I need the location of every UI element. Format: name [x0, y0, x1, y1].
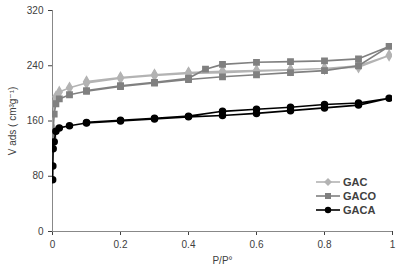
svg-text:0.4: 0.4	[182, 239, 196, 250]
svg-text:320: 320	[27, 5, 44, 16]
svg-text:0.2: 0.2	[114, 239, 128, 250]
svg-text:V ads ( cm³g⁻¹): V ads ( cm³g⁻¹)	[7, 87, 18, 156]
svg-text:80: 80	[32, 170, 44, 181]
svg-text:0: 0	[50, 239, 56, 250]
svg-text:240: 240	[27, 60, 44, 71]
svg-text:160: 160	[27, 115, 44, 126]
svg-text:1: 1	[390, 239, 396, 250]
svg-text:0.6: 0.6	[250, 239, 264, 250]
svg-text:0.8: 0.8	[318, 239, 332, 250]
html-text:GACO: GACO	[343, 190, 376, 202]
svg-text:0: 0	[38, 226, 44, 237]
svg-text:P/P°: P/P°	[212, 255, 232, 266]
html-text:GACA: GACA	[343, 204, 376, 216]
html-text:GAC: GAC	[343, 176, 368, 188]
